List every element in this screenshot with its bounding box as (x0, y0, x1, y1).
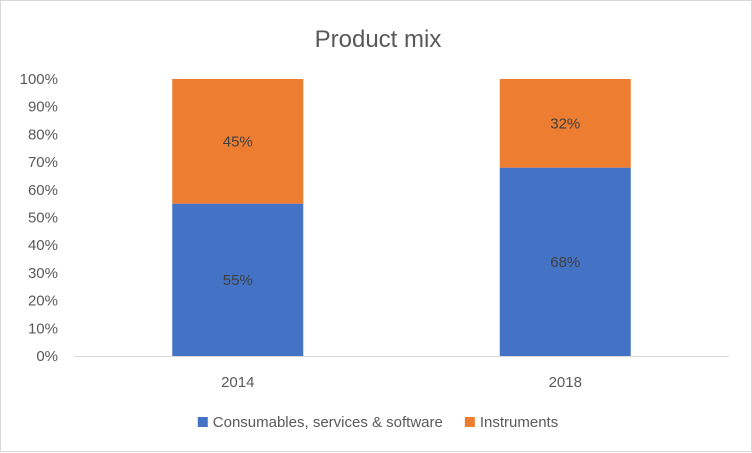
bars: 55% 45% 68% 32% (172, 79, 631, 356)
y-tick-label: 40% (28, 237, 58, 254)
legend-label: Instruments (480, 414, 558, 431)
y-tick-label: 80% (28, 126, 58, 143)
data-label: 32% (550, 115, 580, 132)
x-tick-label: 2014 (221, 374, 254, 391)
y-axis: 0% 10% 20% 30% 40% 50% 60% 70% 80% 90% 100% (20, 71, 58, 365)
legend-swatch (197, 417, 208, 427)
legend-item: Instruments (464, 414, 558, 431)
legend: Consumables, services & software Instrume… (197, 414, 558, 431)
legend-swatch (464, 417, 475, 427)
y-tick-label: 10% (28, 320, 58, 337)
y-tick-label: 50% (28, 210, 58, 227)
y-tick-label: 90% (28, 99, 58, 116)
bar-2014-series-1 (172, 79, 304, 204)
data-label: 55% (223, 272, 253, 289)
y-tick-label: 20% (28, 293, 58, 310)
data-label: 68% (550, 254, 580, 271)
legend-item: Consumables, services & software (197, 414, 443, 431)
bar-2014-series-0 (172, 203, 304, 356)
legend-label: Consumables, services & software (213, 414, 443, 431)
y-tick-label: 0% (36, 348, 58, 365)
bar-2018-series-0 (499, 167, 631, 356)
y-tick-label: 30% (28, 265, 58, 282)
y-tick-label: 100% (20, 71, 58, 88)
bar-2018-series-1 (499, 79, 631, 168)
chart-title: Product mix (315, 26, 442, 53)
y-tick-label: 60% (28, 182, 58, 199)
x-axis: 2014 2018 (74, 356, 729, 391)
x-tick-label: 2018 (549, 374, 582, 391)
y-tick-label: 70% (28, 154, 58, 171)
data-label: 45% (223, 133, 253, 150)
